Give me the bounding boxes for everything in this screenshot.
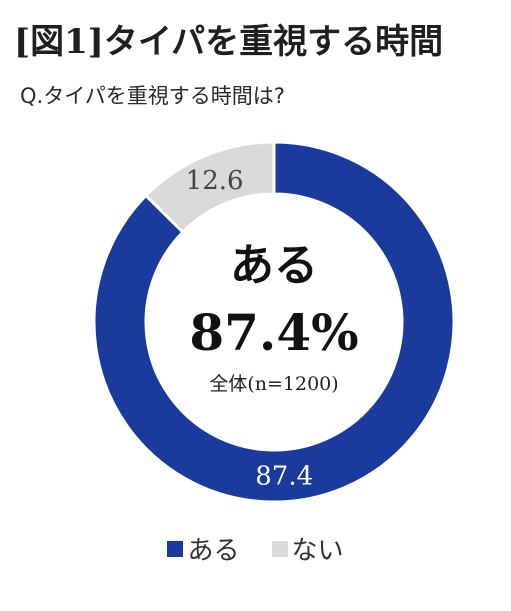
center-value: 87.4% <box>189 303 358 362</box>
slice-nai <box>143 140 276 235</box>
legend-item-aru: ある <box>167 530 240 567</box>
legend-swatch-aru <box>167 540 184 557</box>
legend: ある ない <box>0 530 511 567</box>
slice-labels: 87.4 12.6 <box>186 166 313 492</box>
legend-label-nai: ない <box>291 536 344 566</box>
center-label: ある <box>230 240 318 291</box>
legend-label-aru: ある <box>187 536 240 566</box>
donut-chart: ある 87.4% 全体(n=1200) 87.4 12.6 <box>92 140 456 504</box>
slice-nai-value-label: 12.6 <box>186 166 244 196</box>
donut-slices <box>92 140 456 504</box>
chart-question: Q.タイパを重視する時間は? <box>20 84 285 108</box>
legend-item-nai: ない <box>271 530 344 567</box>
legend-swatch-nai <box>271 540 288 557</box>
center-note: 全体(n=1200) <box>209 373 338 395</box>
slice-aru-value-label: 87.4 <box>255 462 313 492</box>
slice-aru <box>92 140 456 504</box>
chart-title: [図1]タイパを重視する時間 <box>14 22 444 62</box>
